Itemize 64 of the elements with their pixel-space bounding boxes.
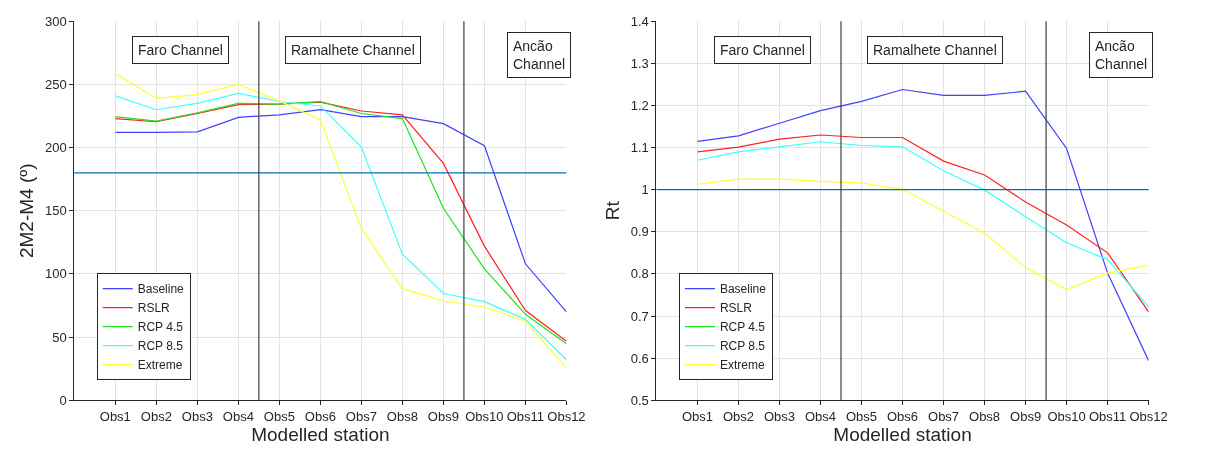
y-tick-label: 100 [44,266,67,282]
x-tick-label: Obs5 [263,408,295,424]
legend-label: Baseline [719,282,767,297]
y-tick-label: 1.1 [630,140,649,156]
x-tick-label: Obs11 [506,408,545,424]
y-tick-label: 150 [44,203,67,219]
y-tick-label: 0.6 [630,350,649,366]
y-tick-label: 1.2 [630,98,649,114]
legend-label: RCP 8.5 [137,339,184,354]
y-tick-label: 0 [59,392,67,408]
x-tick-label: Obs7 [345,408,377,424]
x-tick-label: Obs12 [547,408,586,424]
annotation: Ramalhete Channel [291,42,415,58]
x-tick-label: Obs2 [722,408,755,424]
y-tick-label: 0.5 [630,392,649,408]
x-tick-label: Obs7 [928,408,960,424]
x-tick-label: Obs5 [845,408,878,424]
x-tick-label: Obs3 [763,408,796,424]
x-tick-label: Obs10 [1047,408,1086,424]
x-tick-label: Obs3 [181,408,213,424]
legend-label: RCP 4.5 [137,320,184,335]
x-tick-label: Obs1 [99,408,131,424]
x-tick-label: Obs9 [1010,408,1042,424]
y-tick-label: 0.7 [630,308,649,324]
x-tick-label: Obs2 [140,408,172,424]
x-tick-label: Obs1 [681,408,714,424]
y-tick-label: 200 [44,140,67,156]
legend-label: RSLR [719,301,753,316]
x-tick-label: Obs4 [804,408,837,424]
y-axis-title: 2M2-M4 (º) [15,163,37,259]
x-tick-label: Obs4 [222,408,254,424]
y-tick-label: 250 [44,77,67,93]
y-tick-label: 1.3 [630,55,649,71]
x-tick-label: Obs8 [969,408,1001,424]
x-tick-label: Obs10 [465,408,504,424]
x-tick-label: Obs12 [1129,408,1168,424]
legend-label: RCP 4.5 [719,320,766,335]
x-tick-label: Obs8 [386,408,418,424]
x-tick-label: Obs9 [427,408,459,424]
y-tick-label: 0.8 [630,266,649,282]
legend-label: Extreme [137,358,183,373]
line-series [696,88,1149,362]
annotation: Ancão Channel [513,38,566,73]
y-tick-label: 1.4 [630,13,649,29]
y-tick-label: 0.9 [630,224,649,240]
annotation: Ancão Channel [1095,38,1148,73]
x-tick-label: Obs11 [1088,408,1127,424]
x-tick-label: Obs6 [886,408,919,424]
annotation: Faro Channel [720,42,805,58]
legend-label: Extreme [719,358,765,373]
y-axis-title: Rt [601,200,623,221]
annotation: Faro Channel [138,42,223,58]
legend-label: Baseline [137,282,185,297]
line-series [114,109,567,313]
y-tick-label: 50 [52,329,67,345]
line-series [696,178,1149,291]
x-axis-title: Modelled station [251,423,390,445]
y-tick-label: 1 [641,182,649,198]
legend-label: RSLR [137,301,171,316]
x-tick-label: Obs6 [304,408,336,424]
legend-label: RCP 8.5 [719,339,766,354]
y-tick-label: 300 [44,13,67,29]
x-axis-title: Modelled station [833,423,972,445]
annotation: Ramalhete Channel [873,42,997,58]
